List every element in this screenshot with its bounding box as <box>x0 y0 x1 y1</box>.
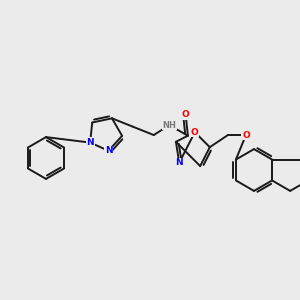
Text: O: O <box>242 130 250 140</box>
Text: N: N <box>176 158 183 167</box>
Text: O: O <box>182 110 190 119</box>
Text: NH: NH <box>162 121 176 130</box>
Text: O: O <box>191 128 199 137</box>
Text: N: N <box>105 146 112 155</box>
Text: N: N <box>86 138 94 147</box>
